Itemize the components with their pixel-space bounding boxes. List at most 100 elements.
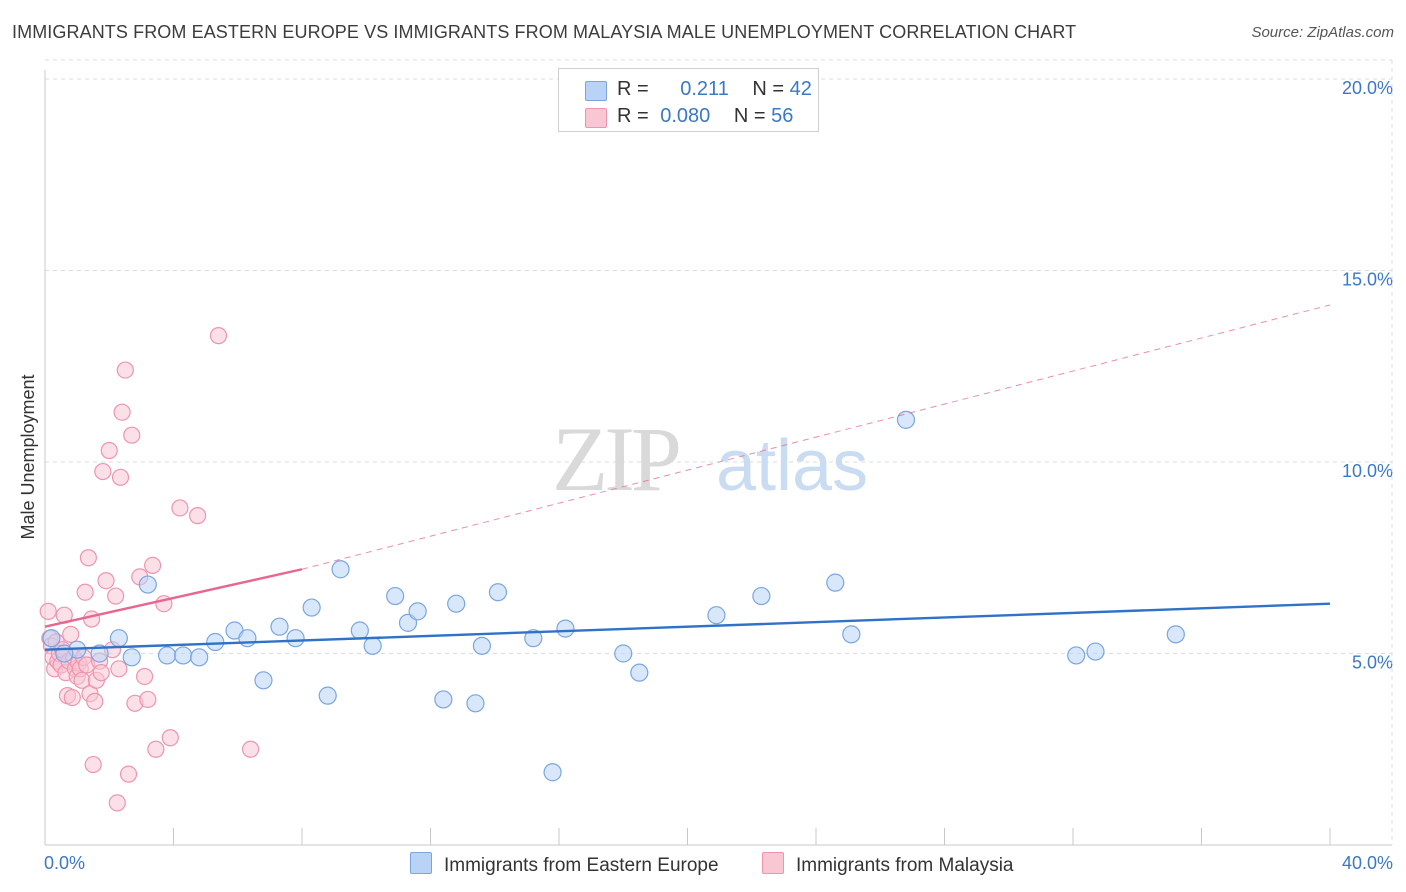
data-point-malaysia — [97, 572, 115, 590]
correlation-legend: R = 0.211 N = 42 R = 0.080 N = 56 — [558, 68, 819, 132]
data-point-eastern-europe — [190, 648, 209, 667]
data-point-eastern-europe — [524, 629, 543, 648]
data-point-eastern-europe — [408, 602, 427, 621]
data-point-eastern-europe — [302, 598, 321, 617]
data-point-malaysia — [119, 765, 138, 783]
data-point-eastern-europe — [614, 644, 633, 663]
x-tick-label-max: 40.0% — [1342, 853, 1393, 873]
data-point-malaysia — [242, 740, 260, 758]
legend-n-value: 42 — [789, 78, 812, 100]
data-point-eastern-europe — [447, 594, 466, 613]
data-point-malaysia — [107, 587, 125, 605]
source-credit: Source: ZipAtlas.com — [1251, 24, 1394, 41]
data-point-eastern-europe — [42, 629, 61, 648]
legend-stats-malaysia: R = 0.080 N = 56 — [617, 105, 793, 128]
legend-swatch-blue — [585, 81, 607, 101]
data-point-eastern-europe — [472, 636, 491, 655]
data-point-malaysia — [86, 692, 104, 710]
data-point-malaysia — [84, 755, 102, 774]
watermark-zip: ZIP — [552, 408, 679, 510]
data-point-malaysia — [92, 664, 110, 682]
trend-line-eastern-europe — [44, 602, 1331, 651]
data-point-eastern-europe — [109, 629, 128, 648]
legend-stats-eastern-europe: R = 0.211 N = 42 — [617, 78, 812, 101]
data-point-eastern-europe — [1086, 642, 1105, 661]
data-point-eastern-europe — [842, 625, 861, 644]
data-point-eastern-europe — [1067, 646, 1086, 665]
bottom-legend-swatch-blue — [410, 852, 432, 874]
legend-n-label: N = — [733, 105, 766, 127]
data-point-eastern-europe — [318, 686, 337, 705]
watermark-atlas: atlas — [716, 426, 868, 506]
data-point-eastern-europe — [286, 629, 305, 648]
legend-r-value: 0.080 — [660, 105, 711, 127]
data-point-eastern-europe — [896, 410, 916, 429]
data-point-malaysia — [111, 468, 130, 486]
legend-r-value: 0.211 — [680, 78, 729, 100]
legend-n-value: 56 — [771, 105, 794, 127]
y-tick-label: 10.0% — [1342, 461, 1393, 481]
data-point-malaysia — [108, 794, 126, 812]
data-point-malaysia — [139, 690, 157, 709]
data-point-eastern-europe — [90, 644, 109, 663]
data-point-eastern-europe — [138, 575, 157, 594]
x-tick-label-min: 0.0% — [44, 853, 85, 873]
data-point-eastern-europe — [543, 763, 562, 782]
data-point-eastern-europe — [238, 629, 257, 648]
data-point-eastern-europe — [331, 560, 350, 579]
data-point-malaysia — [79, 549, 97, 567]
data-point-malaysia — [209, 327, 228, 345]
data-point-malaysia — [161, 729, 179, 747]
data-point-eastern-europe — [466, 694, 485, 713]
bottom-legend-swatch-pink — [762, 852, 784, 874]
data-point-eastern-europe — [826, 573, 845, 592]
data-point-malaysia — [76, 583, 94, 601]
data-point-malaysia — [82, 610, 101, 628]
bottom-legend-label-eastern-europe: Immigrants from Eastern Europe — [444, 855, 719, 876]
data-point-eastern-europe — [363, 636, 382, 655]
data-point-malaysia — [39, 602, 57, 620]
legend-r-label: R = — [617, 105, 649, 127]
bottom-legend-eastern-europe: Immigrants from Eastern Europe — [410, 852, 719, 877]
y-tick-label: 15.0% — [1342, 270, 1393, 290]
data-point-malaysia — [147, 740, 165, 758]
chart-title: IMMIGRANTS FROM EASTERN EUROPE VS IMMIGR… — [12, 22, 1077, 42]
data-point-malaysia — [144, 556, 162, 575]
data-point-eastern-europe — [488, 583, 508, 602]
legend-swatch-pink — [585, 108, 607, 128]
trend-line-malaysia-extrapolated — [301, 304, 1331, 570]
data-point-eastern-europe — [157, 646, 177, 665]
data-point-malaysia — [123, 426, 141, 444]
data-point-eastern-europe — [752, 586, 771, 606]
bottom-legend-malaysia: Immigrants from Malaysia — [762, 852, 1014, 877]
data-point-malaysia — [116, 361, 134, 379]
data-point-eastern-europe — [386, 586, 405, 606]
data-point-malaysia — [171, 499, 189, 517]
data-point-eastern-europe — [630, 663, 649, 682]
data-point-malaysia — [100, 441, 118, 460]
data-point-eastern-europe — [254, 671, 273, 690]
y-axis-label: Male Unemployment — [18, 374, 38, 539]
legend-r-label: R = — [617, 78, 649, 100]
data-point-malaysia — [188, 507, 207, 525]
y-tick-label: 20.0% — [1342, 78, 1393, 98]
bottom-legend-label-malaysia: Immigrants from Malaysia — [796, 855, 1014, 876]
data-point-eastern-europe — [707, 606, 726, 625]
data-point-malaysia — [62, 625, 80, 643]
data-point-eastern-europe — [434, 690, 453, 709]
data-point-eastern-europe — [55, 644, 74, 663]
data-point-malaysia — [94, 462, 112, 481]
data-point-malaysia — [110, 660, 128, 678]
data-point-eastern-europe — [122, 648, 141, 667]
data-point-malaysia — [135, 667, 154, 686]
legend-n-label: N = — [752, 78, 785, 100]
trend-line-malaysia — [44, 568, 303, 628]
data-point-malaysia — [63, 688, 81, 707]
data-point-eastern-europe — [350, 621, 369, 640]
data-point-eastern-europe — [556, 619, 575, 638]
data-point-eastern-europe — [1166, 625, 1185, 644]
data-point-malaysia — [113, 403, 131, 421]
y-tick-label: 5.0% — [1352, 653, 1393, 673]
data-point-eastern-europe — [206, 632, 225, 652]
